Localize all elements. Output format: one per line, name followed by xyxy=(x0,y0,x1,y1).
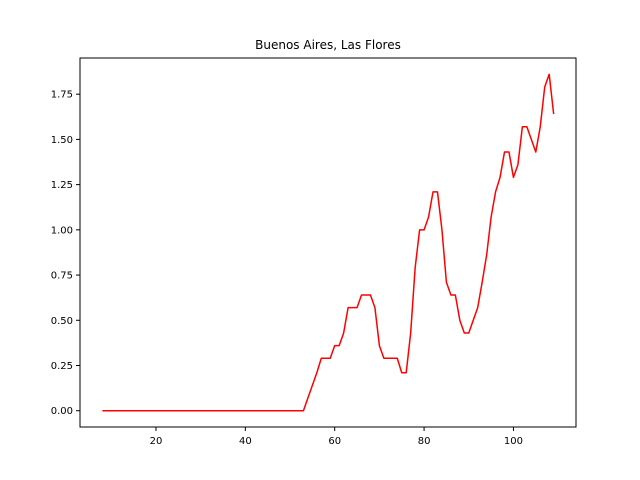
x-tick-label: 20 xyxy=(150,436,163,447)
y-tick-label: 1.75 xyxy=(51,90,73,101)
y-tick-label: 1.00 xyxy=(51,225,73,236)
x-tick-label: 40 xyxy=(239,436,252,447)
y-tick-label: 0.00 xyxy=(51,406,73,417)
axes-frame xyxy=(79,57,577,428)
x-tick-label: 80 xyxy=(418,436,431,447)
y-tick-label: 1.25 xyxy=(51,180,73,191)
x-tick-label: 60 xyxy=(328,436,341,447)
x-tick-label: 100 xyxy=(504,436,523,447)
y-tick-label: 0.50 xyxy=(51,316,73,327)
x-axis: 20 40 60 80 100 xyxy=(150,427,523,447)
y-axis: 0.00 0.25 0.50 0.75 1.00 1.25 1.50 1.75 xyxy=(51,90,80,417)
y-tick-label: 1.50 xyxy=(51,135,73,146)
y-tick-label: 0.25 xyxy=(51,361,73,372)
chart-title: Buenos Aires, Las Flores xyxy=(255,38,401,52)
plot-area xyxy=(102,73,555,412)
y-tick-label: 0.75 xyxy=(51,271,73,282)
series-line xyxy=(102,73,555,412)
